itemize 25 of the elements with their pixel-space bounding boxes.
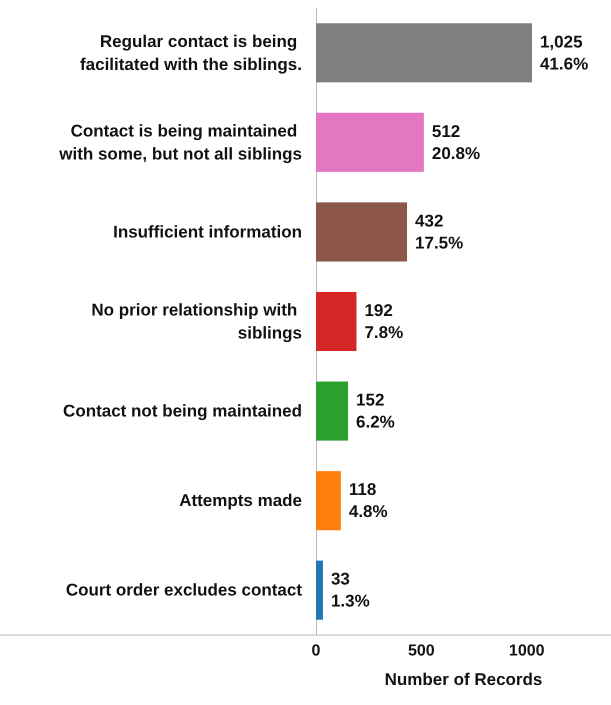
y-tick-label: Contact not being maintained [63, 402, 302, 421]
bar [316, 23, 532, 82]
data-label: 152 6.2% [356, 390, 395, 432]
data-label: 33 1.3% [330, 570, 370, 611]
x-tick-label: 0 [312, 642, 321, 660]
data-label: 1,025 41.6% [540, 32, 588, 74]
y-tick-label: No prior relationship with siblings [91, 300, 302, 342]
y-tick-label: Contact is being maintained with some, but not all siblings [58, 121, 302, 164]
data-label: 192 7.8% [364, 301, 404, 342]
y-tick-label: Court order excludes contact [66, 580, 302, 600]
bar [316, 292, 356, 352]
y-tick-label: Attempts made [179, 491, 302, 510]
x-tick-label: 1000 [508, 642, 545, 660]
data-label: 118 4.8% [348, 480, 388, 522]
data-label: 432 17.5% [415, 211, 464, 252]
bar [316, 382, 348, 441]
bar [316, 471, 341, 530]
y-tick-label: Insufficient information [113, 222, 302, 242]
y-tick-label: Regular contact is being facilitated with the siblings. [80, 32, 302, 74]
x-tick-label: 500 [408, 642, 435, 660]
bar [316, 112, 424, 172]
x-axis-title: Number of Records [384, 670, 542, 689]
data-label: 512 20.8% [432, 122, 480, 163]
bar [316, 202, 408, 262]
bar [316, 560, 323, 620]
